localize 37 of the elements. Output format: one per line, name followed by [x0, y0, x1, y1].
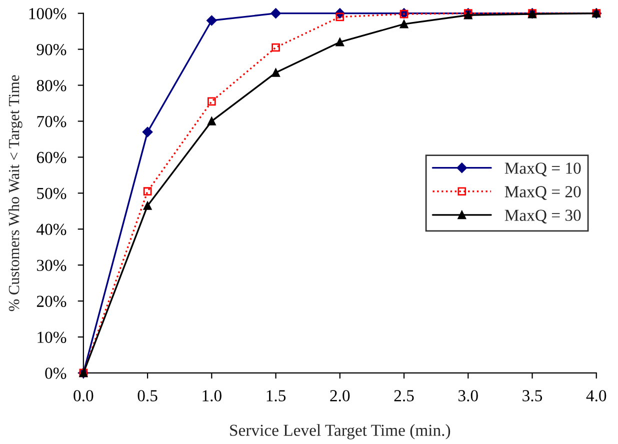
point	[336, 38, 344, 46]
point	[208, 117, 216, 126]
y-tick-label: 50%	[37, 188, 66, 200]
point	[272, 43, 280, 52]
x-tick-label: 2.0	[330, 390, 350, 402]
point	[143, 202, 152, 210]
x-tick-label: 3.0	[458, 390, 478, 402]
y-tick-label: 70%	[37, 116, 66, 128]
point	[336, 12, 344, 22]
y-tick-label: 100%	[29, 8, 66, 20]
point	[270, 8, 281, 18]
y-tick-label: 30%	[37, 260, 66, 272]
x-tick-label: 0.5	[138, 390, 158, 402]
y-tick-label: 60%	[36, 152, 66, 164]
x-tick-label: 1.0	[202, 390, 222, 402]
y-tick-label: 80%	[36, 80, 66, 92]
y-tick-label: 90%	[36, 44, 66, 56]
point	[272, 68, 280, 77]
x-tick-label: 4.0	[586, 390, 606, 402]
y-tick-label: 10%	[38, 332, 66, 343]
legend-label: MaxQ = 20	[504, 186, 581, 200]
legend-label: MaxQ = 10	[504, 162, 581, 176]
y-axis-title: % Customers Who Wait < Target Time	[8, 75, 22, 312]
x-axis-title: Service Level Target Time (min.)	[230, 424, 450, 440]
legend-label: MaxQ = 30	[504, 210, 581, 224]
y-tick-label: 20%	[36, 296, 66, 308]
x-tick-label: 3.5	[522, 390, 542, 402]
point	[142, 126, 153, 138]
point	[400, 20, 408, 28]
y-tick-label: 0%	[45, 368, 66, 379]
x-tick-label: 1.5	[266, 390, 286, 402]
x-tick-label: 2.5	[394, 390, 414, 402]
point	[143, 187, 152, 196]
point	[206, 15, 217, 26]
point	[208, 97, 216, 106]
x-tick-label: 0.0	[74, 390, 94, 402]
y-tick-label: 40%	[36, 224, 66, 236]
